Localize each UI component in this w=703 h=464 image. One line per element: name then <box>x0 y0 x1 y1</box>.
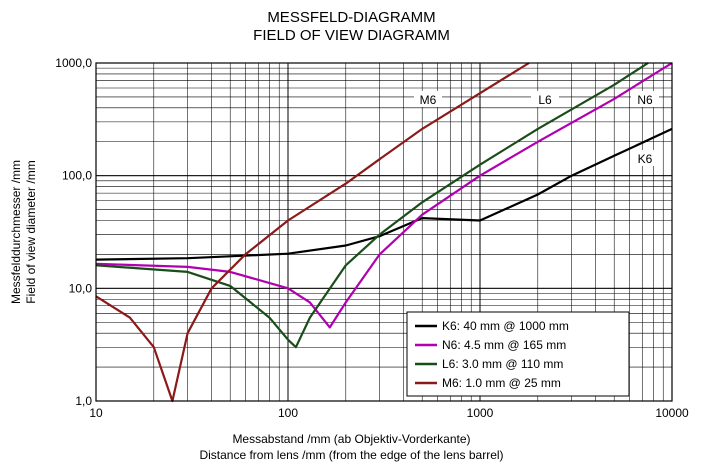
legend-entry: M6: 1.0 mm @ 25 mm <box>442 376 561 390</box>
y-axis-label: Messfelddurchmesser /mm Field of view dia… <box>9 160 38 304</box>
series-labels: K6 N6 L6 M6 <box>414 91 659 166</box>
x-tick-label: 1000 <box>467 406 494 420</box>
x-tick-label: 100 <box>278 406 298 420</box>
x-tick-label: 10000 <box>655 406 689 420</box>
series-line <box>95 62 649 349</box>
x-axis-label-line-2: Distance from lens /mm (from the edge of… <box>199 448 504 462</box>
y-axis-label-line-1: Messfelddurchmesser /mm <box>9 160 23 304</box>
x-axis-label-line-1: Messabstand /mm (ab Objektiv-Vorderkante… <box>232 432 471 446</box>
series-lines <box>95 62 673 403</box>
series-label-bg <box>631 91 659 107</box>
y-tick-label: 100,0 <box>62 169 92 183</box>
series-label: M6 <box>420 93 437 107</box>
series-line <box>95 62 673 329</box>
y-tick-label: 1000,0 <box>55 56 92 70</box>
y-tick-label: 10,0 <box>69 281 93 295</box>
legend: K6: 40 mm @ 1000 mm N6: 4.5 mm @ 165 mm L6… <box>406 311 630 397</box>
chart-title-line-2: FIELD OF VIEW DIAGRAMM <box>253 27 450 44</box>
y-tick-label: 1,0 <box>75 394 92 408</box>
y-axis-label-line-2: Field of view diameter /mm <box>24 160 38 303</box>
series-line <box>95 62 530 403</box>
series-label: L6 <box>538 93 552 107</box>
x-tick-label: 10 <box>89 406 103 420</box>
series-line <box>95 127 673 261</box>
series-label: N6 <box>637 93 653 107</box>
legend-box <box>406 311 630 397</box>
axes: 10 100 1000 10000 1,0 10,0 100,0 1000,0 Messfeld… <box>9 56 689 420</box>
legend-entry: K6: 40 mm @ 1000 mm <box>442 319 569 333</box>
series-label-bg <box>414 91 442 107</box>
plot-frame <box>95 62 673 402</box>
chart-title-line-1: MESSFELD-DIAGRAMM <box>267 9 436 26</box>
legend-entry: L6: 3.0 mm @ 110 mm <box>442 357 563 371</box>
series-label-bg <box>631 150 659 166</box>
legend-entry: N6: 4.5 mm @ 165 mm <box>442 338 566 352</box>
grid <box>95 62 673 402</box>
series-label-bg <box>531 91 559 107</box>
series-label: K6 <box>638 152 653 166</box>
